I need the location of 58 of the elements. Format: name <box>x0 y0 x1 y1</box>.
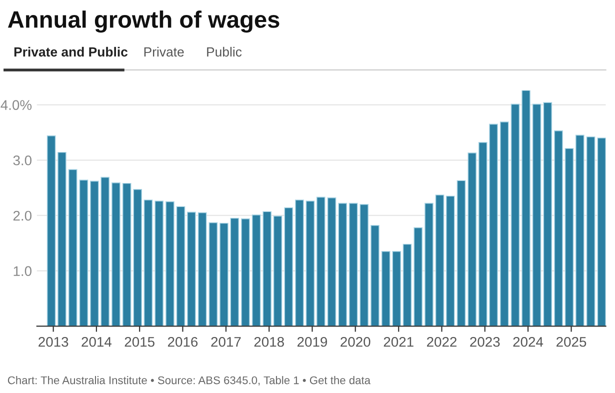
bar <box>554 130 563 326</box>
bar <box>79 180 88 326</box>
x-tick-label: 2020 <box>340 336 370 347</box>
bar <box>68 169 78 326</box>
bar <box>176 206 186 326</box>
bar <box>208 222 218 326</box>
x-tick-label: 2016 <box>168 336 198 347</box>
bar <box>564 148 574 326</box>
bar <box>370 225 380 326</box>
bar <box>456 180 466 326</box>
bar <box>284 207 294 326</box>
chart-title: Annual growth of wages <box>8 10 280 33</box>
y-tick-label: 3.0 <box>13 155 32 166</box>
bar <box>586 136 596 326</box>
bar <box>273 216 282 326</box>
bar <box>327 197 336 326</box>
bar <box>543 102 552 326</box>
x-tick-label: 2022 <box>427 336 457 347</box>
bar <box>112 182 120 326</box>
bar <box>424 202 434 326</box>
bar <box>144 200 153 326</box>
bar <box>435 194 444 326</box>
bar <box>468 152 477 326</box>
bar <box>198 212 207 326</box>
bar <box>166 201 174 326</box>
bar <box>597 138 606 326</box>
x-tick-label: 2024 <box>513 336 544 347</box>
bar <box>522 90 530 326</box>
x-tick-label: 2013 <box>38 336 68 347</box>
x-tick-label: 2019 <box>297 336 328 347</box>
bar <box>316 196 326 326</box>
x-tick-label: 2014 <box>82 336 112 347</box>
bar <box>295 200 304 326</box>
x-tick-label: 2015 <box>124 336 154 347</box>
x-tick-label: 2023 <box>470 336 500 347</box>
bar <box>500 122 509 326</box>
y-tick-label: 2.0 <box>13 210 32 221</box>
bar <box>187 212 196 326</box>
x-tick-label: 2017 <box>211 336 241 347</box>
x-tick-label: 2021 <box>384 336 414 347</box>
bar <box>414 227 423 326</box>
bar <box>446 196 455 326</box>
bar <box>241 218 250 326</box>
bar <box>306 200 315 326</box>
bar <box>338 202 348 326</box>
bar <box>575 134 584 326</box>
bar <box>510 104 520 326</box>
bar <box>532 104 542 326</box>
x-tick-label: 2025 <box>556 336 586 347</box>
text: Chart: The Australia Institute • Source: ABS 6345.0, Table 1 • Get the data <box>8 376 371 386</box>
text: Private <box>144 46 184 57</box>
y-tick-label: 4.0% <box>0 100 32 110</box>
text: Public <box>207 46 242 57</box>
x-tick-label: 2018 <box>254 336 284 347</box>
bar <box>402 244 412 326</box>
bar <box>154 200 164 326</box>
text: Private and Public <box>14 46 128 57</box>
y-tick-label: 1.0 <box>14 266 32 276</box>
